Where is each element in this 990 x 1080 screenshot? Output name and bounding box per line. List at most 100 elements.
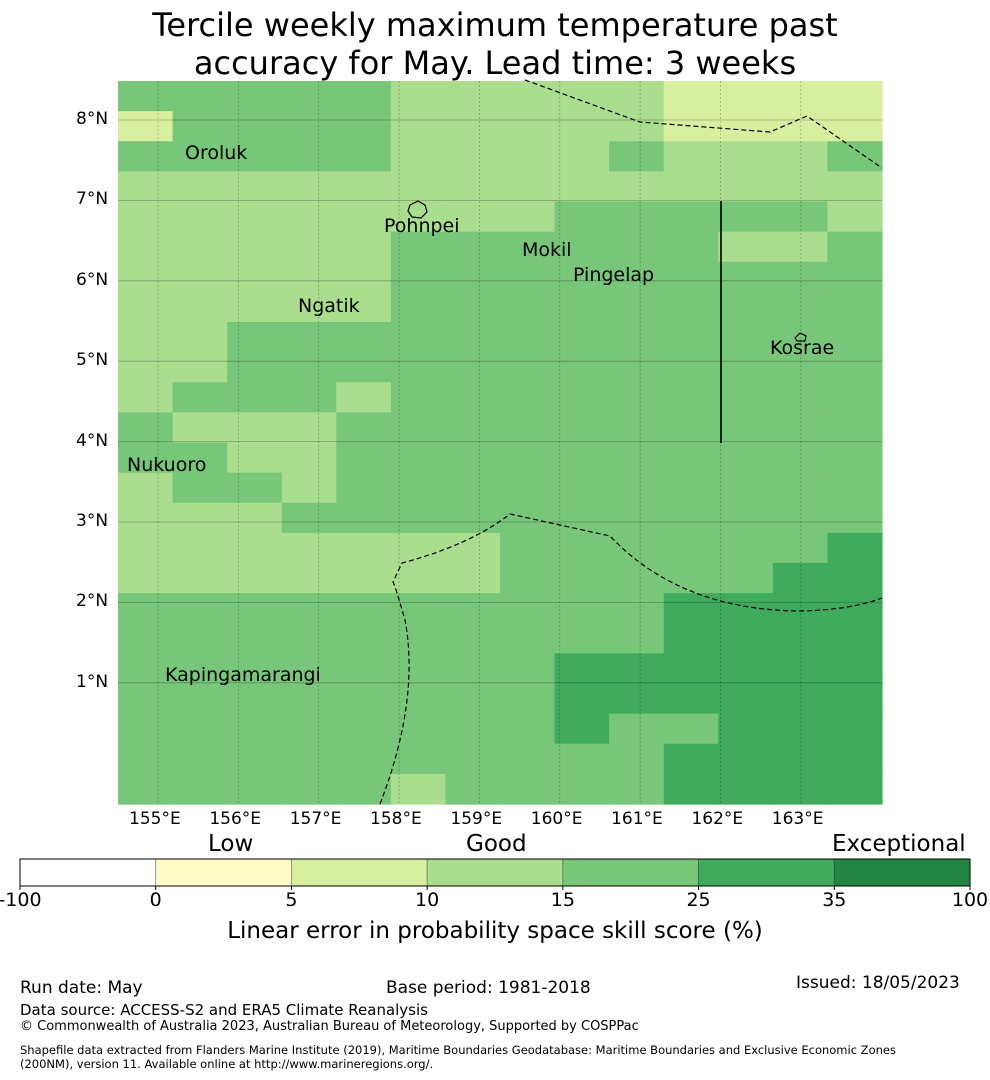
grid-cell: [500, 623, 556, 654]
grid-cell: [827, 563, 883, 594]
grid-cell: [772, 442, 829, 474]
lon-tick-label: 162°E: [691, 809, 744, 829]
grid-cell: [663, 502, 719, 534]
grid-cell: [445, 322, 501, 353]
grid-cell: [718, 532, 774, 564]
eez-boundary-south: [379, 513, 883, 805]
grid-cell: [445, 261, 501, 293]
grid-cell: [554, 322, 610, 353]
category-low: Low: [208, 831, 254, 857]
grid-cell: [336, 201, 392, 233]
pohnpei-island: [407, 200, 428, 219]
lon-tick-label: 160°E: [530, 809, 583, 829]
grid-cell: [772, 472, 829, 504]
colorbar-segment: [291, 858, 428, 887]
grid-cell: [663, 773, 719, 805]
grid-cell: [390, 773, 447, 805]
grid-cell: [772, 81, 829, 112]
grid-cell: [554, 171, 610, 203]
grid-cell: [172, 532, 228, 564]
grid-cell: [445, 412, 501, 444]
grid-cell: [609, 683, 665, 715]
grid-cell: [281, 713, 337, 745]
grid-cell: [172, 653, 228, 685]
grid-cell: [554, 653, 610, 685]
grid-cell: [500, 291, 556, 323]
grid-cell: [172, 201, 228, 233]
grid-cell: [336, 502, 392, 534]
colorbar-tick-label: 0: [149, 889, 162, 911]
grid-cell: [390, 442, 447, 474]
grid-cell: [445, 81, 501, 112]
grid-cell: [663, 231, 719, 263]
grid-cell: [772, 713, 829, 745]
grid-cell: [827, 502, 883, 534]
grid-cell: [500, 352, 556, 383]
grid-cell: [336, 563, 392, 594]
grid-cell: [663, 352, 719, 383]
grid-cell: [118, 442, 174, 474]
grid-cell: [281, 291, 337, 323]
colorbar-segment: [19, 858, 157, 887]
grid-cell: [500, 261, 556, 293]
grid-cell: [609, 773, 665, 805]
grid-cell: [118, 593, 174, 624]
lon-tick-label: 163°E: [771, 809, 824, 829]
grid-cell: [663, 472, 719, 504]
grid-cell: [445, 141, 501, 172]
grid-cell: [227, 261, 283, 293]
grid-cell: [500, 713, 556, 745]
grid-cell: [390, 593, 447, 624]
grid-cell: [227, 291, 283, 323]
grid-cell: [609, 623, 665, 654]
grid-cell: [227, 322, 283, 353]
grid-cell: [227, 472, 283, 504]
grid-cell: [172, 141, 228, 172]
grid-cell: [227, 623, 283, 654]
kosrae-island: [794, 332, 807, 342]
grid-cell: [336, 532, 392, 564]
grid-cell: [172, 683, 228, 715]
grid-cell: [227, 442, 283, 474]
grid-cell: [118, 352, 174, 383]
grid-cell: [281, 683, 337, 715]
grid-cell: [609, 81, 665, 112]
colorbar-title: Linear error in probability space skill …: [227, 918, 763, 944]
grid-cell: [772, 412, 829, 444]
grid-cell: [554, 261, 610, 293]
grid-cell: [772, 683, 829, 715]
grid-cell: [827, 442, 883, 474]
grid-cell: [227, 743, 283, 775]
grid-cell: [445, 442, 501, 474]
lon-tick-label: 157°E: [289, 809, 342, 829]
grid-cell: [172, 773, 228, 805]
lon-tick-label: 156°E: [209, 809, 262, 829]
grid-cell: [827, 141, 883, 172]
grid-cell: [281, 593, 337, 624]
grid-cell: [281, 502, 337, 534]
grid-cell: [172, 412, 228, 444]
place-label-ngatik: Ngatik: [298, 295, 360, 317]
grid-cell: [554, 623, 610, 654]
grid-cell: [336, 111, 392, 142]
grid-cell: [827, 231, 883, 263]
grid-cell: [827, 352, 883, 383]
grid-cell: [663, 593, 719, 624]
grid-cell: [554, 472, 610, 504]
grid-cell: [336, 442, 392, 474]
grid-cell: [281, 653, 337, 685]
colorbar-frame: [19, 858, 971, 887]
grid-cell: [772, 141, 829, 172]
grid-cell: [500, 201, 556, 233]
grid-cell: [118, 201, 174, 233]
grid-cell: [663, 141, 719, 172]
grid-cell: [227, 412, 283, 444]
lat-tick-label: 8°N: [76, 109, 109, 129]
grid-cell: [281, 623, 337, 654]
grid-cell: [609, 171, 665, 203]
grid-cell: [172, 563, 228, 594]
grid-cell: [227, 593, 283, 624]
grid-cell: [281, 773, 337, 805]
grid-cell: [390, 141, 447, 172]
grid-cell: [663, 291, 719, 323]
